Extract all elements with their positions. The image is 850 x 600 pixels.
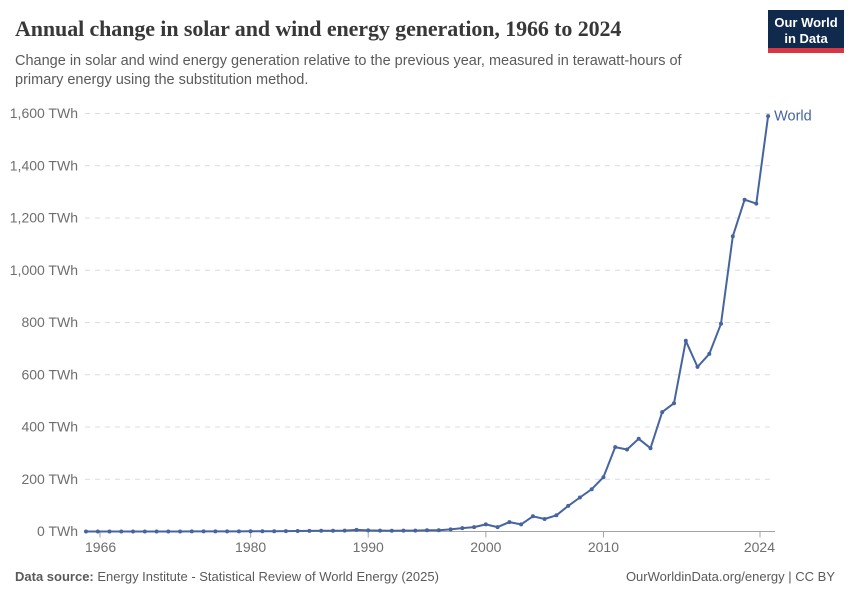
data-point[interactable]	[354, 527, 359, 532]
y-tick-label: 0 TWh	[37, 523, 78, 539]
data-point[interactable]	[436, 528, 441, 533]
data-point[interactable]	[542, 517, 547, 521]
data-point[interactable]	[201, 529, 206, 534]
x-tick-label: 1966	[85, 539, 116, 555]
series-label-world[interactable]: World	[774, 109, 812, 125]
data-point[interactable]	[589, 487, 594, 492]
y-tick-label: 1,200 TWh	[10, 210, 78, 226]
data-point[interactable]	[601, 475, 606, 480]
data-point[interactable]	[754, 201, 759, 206]
data-point[interactable]	[283, 529, 288, 534]
data-source-text: Energy Institute - Statistical Review of…	[97, 569, 439, 584]
data-point[interactable]	[389, 528, 394, 533]
data-point[interactable]	[272, 529, 277, 534]
data-source: Data source: Energy Institute - Statisti…	[15, 569, 439, 584]
data-point[interactable]	[401, 528, 406, 533]
logo-line-2: in Data	[784, 31, 828, 46]
data-point[interactable]	[660, 410, 665, 415]
data-point[interactable]	[672, 401, 676, 406]
data-point[interactable]	[448, 527, 453, 532]
data-point[interactable]	[131, 529, 135, 534]
data-point[interactable]	[613, 445, 618, 450]
data-point[interactable]	[236, 529, 241, 534]
data-point[interactable]	[213, 529, 218, 534]
chart-subtitle: Change in solar and wind energy generati…	[15, 53, 682, 88]
x-tick-label: 1980	[235, 539, 266, 555]
data-point[interactable]	[719, 321, 723, 326]
data-point[interactable]	[766, 114, 771, 119]
data-point[interactable]	[577, 495, 582, 500]
data-point[interactable]	[295, 529, 300, 533]
owid-logo[interactable]: Our World in Data	[768, 10, 844, 53]
data-point[interactable]	[519, 522, 524, 527]
data-point[interactable]	[648, 446, 653, 451]
data-point[interactable]	[319, 528, 324, 533]
x-tick-label: 2010	[588, 539, 619, 555]
data-point[interactable]	[260, 529, 265, 534]
owid-link[interactable]: OurWorldinData.org/energy | CC BY	[625, 569, 835, 584]
y-tick-label: 800 TWh	[21, 314, 78, 330]
y-tick-label: 1,400 TWh	[10, 157, 78, 173]
y-tick-label: 600 TWh	[21, 366, 78, 382]
data-point[interactable]	[566, 503, 571, 508]
data-point[interactable]	[178, 529, 183, 534]
x-tick-label: 2000	[470, 539, 501, 555]
data-point[interactable]	[107, 529, 112, 534]
data-point[interactable]	[413, 528, 418, 533]
chart-title: Annual change in solar and wind energy g…	[15, 16, 622, 41]
x-tick-label: 2024	[744, 539, 775, 555]
data-point[interactable]	[707, 351, 712, 356]
y-tick-label: 400 TWh	[21, 419, 78, 435]
data-point[interactable]	[425, 528, 429, 533]
data-point[interactable]	[366, 528, 371, 533]
x-tick-label: 1990	[353, 539, 384, 555]
series-line-world[interactable]	[85, 115, 770, 533]
data-point[interactable]	[554, 513, 559, 518]
y-tick-label: 1,000 TWh	[10, 262, 78, 278]
data-point[interactable]	[142, 529, 147, 534]
data-point[interactable]	[695, 364, 700, 369]
data-source-label: Data source:	[15, 569, 94, 584]
data-point[interactable]	[683, 338, 688, 343]
data-point[interactable]	[472, 525, 477, 530]
data-point[interactable]	[530, 514, 535, 519]
data-point[interactable]	[495, 525, 500, 530]
y-axis-labels: 0 TWh 200 TWh 400 TWh 600 TWh 800 TWh 1,000 T…	[10, 105, 78, 539]
data-point[interactable]	[248, 529, 253, 534]
data-point[interactable]	[84, 529, 88, 534]
data-point[interactable]	[730, 234, 735, 239]
logo-line-1: Our World	[774, 15, 838, 30]
data-point[interactable]	[95, 529, 100, 534]
data-point[interactable]	[342, 528, 347, 533]
x-axis-ticks: 1966 1980 1990 2000 2010 2024	[85, 531, 775, 555]
data-point[interactable]	[189, 529, 194, 534]
data-point[interactable]	[507, 520, 512, 525]
data-point[interactable]	[225, 529, 230, 534]
data-point[interactable]	[483, 522, 488, 527]
data-point[interactable]	[166, 529, 171, 534]
footer: Data source: Energy Institute - Statisti…	[15, 569, 835, 584]
data-point[interactable]	[119, 529, 124, 534]
data-point[interactable]	[154, 529, 159, 534]
data-point[interactable]	[460, 526, 465, 531]
data-point[interactable]	[331, 528, 335, 533]
y-tick-label: 1,600 TWh	[10, 105, 78, 121]
y-tick-label: 200 TWh	[21, 471, 78, 487]
y-gridlines	[85, 113, 772, 480]
data-point[interactable]	[307, 528, 312, 533]
data-point[interactable]	[378, 528, 382, 533]
data-points[interactable]	[84, 114, 771, 534]
data-point[interactable]	[636, 436, 641, 441]
data-point[interactable]	[742, 197, 747, 202]
data-point[interactable]	[625, 447, 629, 452]
